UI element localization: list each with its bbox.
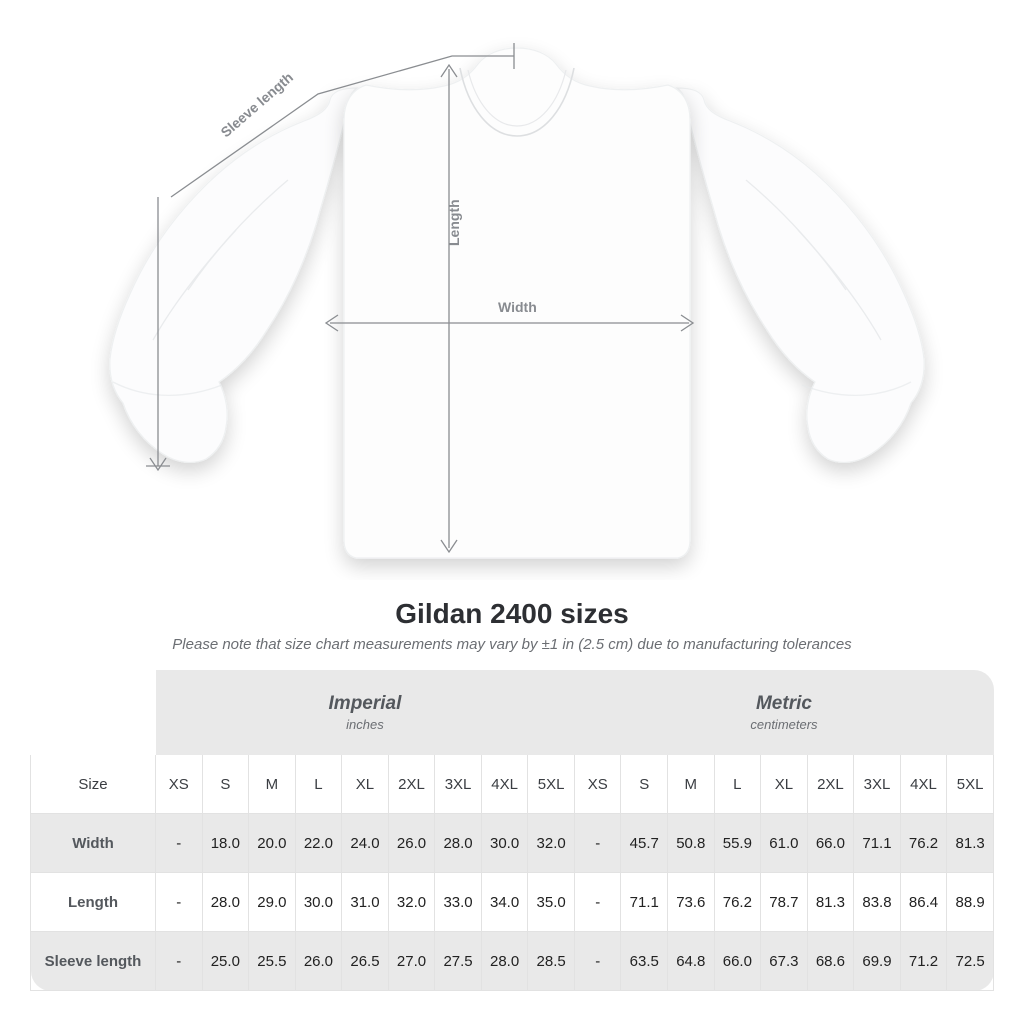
svg-text:Width: Width [498,299,537,315]
svg-text:Length: Length [446,199,462,246]
